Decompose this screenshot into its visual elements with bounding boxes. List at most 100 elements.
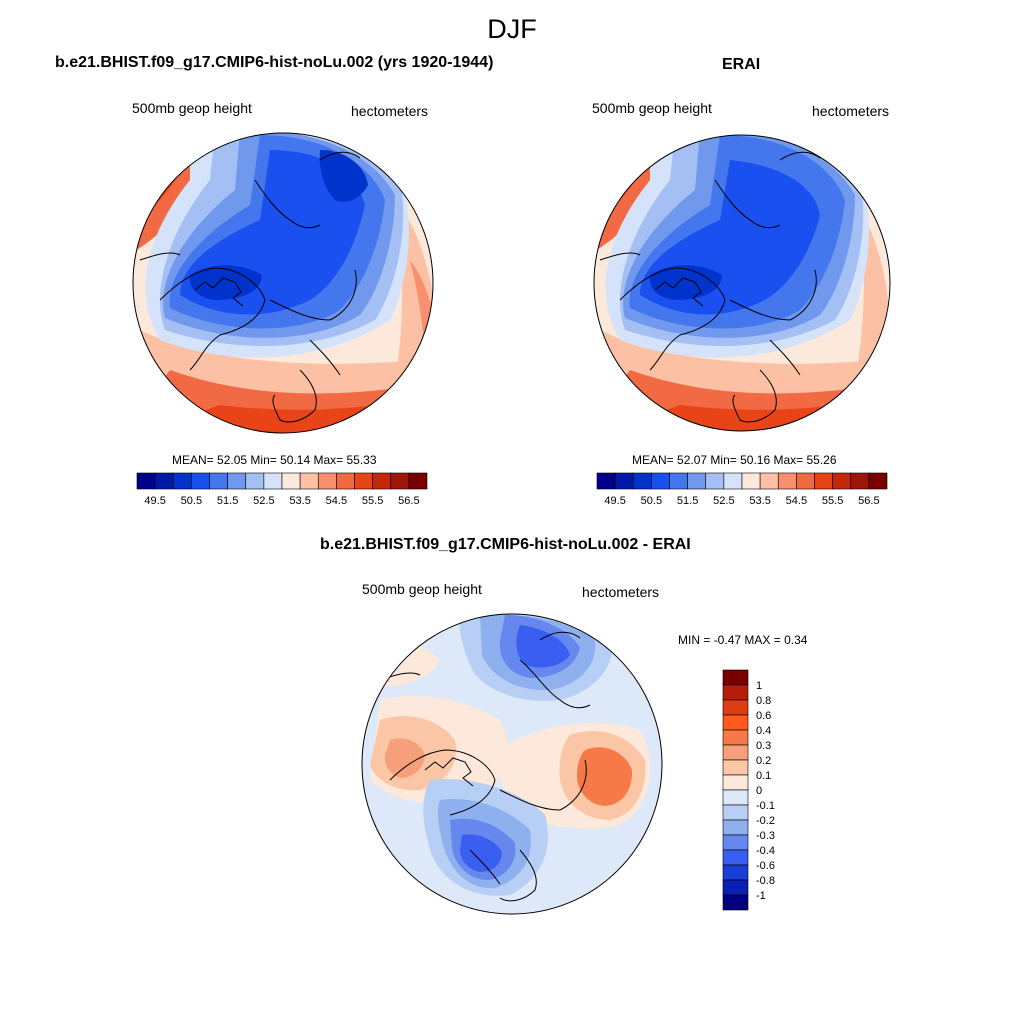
panel2-colorbar-tick-label: 51.5	[677, 495, 698, 507]
panel1-colorbar-swatch	[281, 472, 301, 490]
panel3-min-value: -0.47	[713, 633, 742, 647]
panel3-colorbar-swatch	[722, 804, 749, 821]
panel1-colorbar-swatch	[263, 472, 283, 490]
panel2-stats: MEAN= 52.07 Min= 50.16 Max= 55.26	[632, 453, 837, 467]
panel3-title: b.e21.BHIST.f09_g17.CMIP6-hist-noLu.002 …	[320, 536, 691, 553]
panel1-colorbar-swatch	[227, 472, 247, 490]
figure-title: DJF	[487, 14, 537, 44]
panel1-colorbar-swatch	[317, 472, 337, 490]
panel2-colorbar-swatch	[868, 472, 888, 490]
panel3-colorbar-swatch	[722, 774, 749, 791]
panel2-mean-value: 52.07	[677, 453, 708, 467]
panel1-colorbar-swatch	[372, 472, 392, 490]
panel1-map	[133, 133, 433, 433]
panel2-colorbar-tick-label: 49.5	[604, 495, 625, 507]
panel3-colorbar-tick-label: 1	[756, 680, 762, 692]
panel3-min-label: MIN =	[678, 633, 711, 647]
panel3-colorbar-tick-label: -0.1	[756, 800, 775, 812]
panel1-title: b.e21.BHIST.f09_g17.CMIP6-hist-noLu.002 …	[55, 54, 494, 71]
panel2-colorbar-swatch	[814, 472, 833, 490]
panel1-colorbar-tick-label: 55.5	[362, 495, 383, 507]
panel2-colorbar-swatch	[632, 472, 652, 490]
panel1-colorbar-swatch	[172, 472, 192, 490]
panel3-colorbar-swatch	[722, 759, 749, 776]
panel2-colorbar-swatch	[796, 472, 815, 490]
panel3-max-value: 0.34	[784, 633, 808, 647]
panel1-colorbar-tick-label: 52.5	[253, 495, 274, 507]
panel3-colorbar-swatch	[722, 849, 749, 866]
panel2-colorbar-swatch	[850, 472, 870, 490]
panel1-mean-value: 52.05	[217, 453, 248, 467]
panel3-right-string: hectometers	[582, 584, 660, 600]
panel2-colorbar-tick-label: 56.5	[858, 495, 879, 507]
panel1-colorbar-tick-label: 56.5	[398, 495, 419, 507]
panel1-colorbar-tick-label: 49.5	[144, 495, 165, 507]
panel1-colorbar-swatch	[191, 472, 210, 490]
panel2-colorbar-swatch	[669, 472, 688, 490]
panel2-map	[594, 135, 890, 431]
panel1-map-border	[132, 132, 434, 434]
panel2-max-value: 55.26	[806, 453, 837, 467]
panel3-colorbar-tick-label: 0.6	[756, 710, 771, 722]
panel2-colorbar: 49.5 50.5 51.5 52.5 53.5 54.5 55.5 56.5	[596, 472, 888, 507]
panel3-map-border	[361, 613, 663, 915]
panel2-colorbar-swatch	[614, 472, 634, 490]
panel1-colorbar-tick-label: 54.5	[326, 495, 347, 507]
panel3-left-string: 500mb geop height	[362, 581, 482, 597]
panel2-right-string: hectometers	[812, 103, 890, 119]
panel3-max-label: MAX =	[744, 633, 781, 647]
panel2-colorbar-swatch	[741, 472, 761, 490]
panel2-colorbar-tick-label: 53.5	[749, 495, 770, 507]
panel2-colorbar-swatch	[651, 472, 670, 490]
panel2-colorbar-swatch	[687, 472, 707, 490]
panel1-colorbar-swatch	[136, 472, 156, 490]
panel2-coastlines	[599, 151, 821, 423]
panel1-stats: MEAN= 52.05 Min= 50.14 Max= 55.33	[172, 453, 377, 467]
panel3-colorbar-tick-label: -1	[756, 890, 766, 902]
panel2-colorbar-swatch	[596, 472, 616, 490]
panel1-colorbar-swatch	[299, 472, 319, 490]
panel3-colorbar-tick-label: 0	[756, 785, 762, 797]
panel1-colorbar: 49.5 50.5 51.5 52.5 53.5 54.5 55.5 56.5	[136, 472, 428, 507]
panel3-colorbar-tick-label: -0.6	[756, 860, 775, 872]
panel2-max-label: Max=	[773, 453, 804, 467]
panel3-colorbar-tick-label: 0.1	[756, 770, 771, 782]
panel1-colorbar-swatch	[408, 472, 428, 490]
panel3-colorbar-tick-label: -0.4	[756, 845, 775, 857]
panel3-colorbar-swatch	[722, 714, 749, 731]
panel3-colorbar-tick-label: 0.2	[756, 755, 771, 767]
panel1-colorbar-swatch	[336, 472, 355, 490]
panel3-colorbar: 1 0.8 0.6 0.4 0.3 0.2 0.1 0 -0.1 -0.2 -0.3 -0.4 -0.6…	[722, 669, 775, 911]
panel3-colorbar-swatch	[722, 834, 749, 851]
panel3-colorbar-swatch	[722, 879, 749, 896]
panel3-stats: MIN = -0.47 MAX = 0.34	[678, 633, 807, 647]
panel3-colorbar-swatch	[722, 699, 749, 716]
panel1-colorbar-tick-label: 50.5	[181, 495, 202, 507]
panel1-colorbar-swatch	[354, 472, 373, 490]
panel1-max-value: 55.33	[346, 453, 377, 467]
panel3-coastlines	[379, 631, 591, 902]
panel1-colorbar-swatch	[390, 472, 410, 490]
panel2-colorbar-tick-label: 55.5	[822, 495, 843, 507]
panel3-colorbar-swatch	[722, 729, 749, 746]
panel1-colorbar-swatch	[154, 472, 174, 490]
panel2-min-label: Min=	[710, 453, 737, 467]
panel1-max-label: Max=	[313, 453, 344, 467]
panel3-colorbar-swatch	[722, 894, 749, 911]
panel2-colorbar-swatch	[777, 472, 797, 490]
panel1-left-string: 500mb geop height	[132, 100, 252, 116]
panel3-colorbar-tick-label: -0.8	[756, 875, 775, 887]
panel3-colorbar-tick-label: -0.2	[756, 815, 775, 827]
panel2-title: ERAI	[722, 56, 761, 73]
panel1-mean-label: MEAN=	[172, 453, 214, 467]
panel1-right-string: hectometers	[351, 103, 429, 119]
panel2-colorbar-swatch	[832, 472, 852, 490]
panel1-colorbar-tick-label: 53.5	[289, 495, 310, 507]
panel2-colorbar-tick-label: 50.5	[641, 495, 662, 507]
panel3-map	[362, 614, 662, 914]
panel2-colorbar-swatch	[705, 472, 725, 490]
panel3-colorbar-tick-label: 0.8	[756, 695, 771, 707]
panel3-colorbar-swatch	[722, 744, 749, 761]
panel2-colorbar-tick-label: 52.5	[713, 495, 734, 507]
